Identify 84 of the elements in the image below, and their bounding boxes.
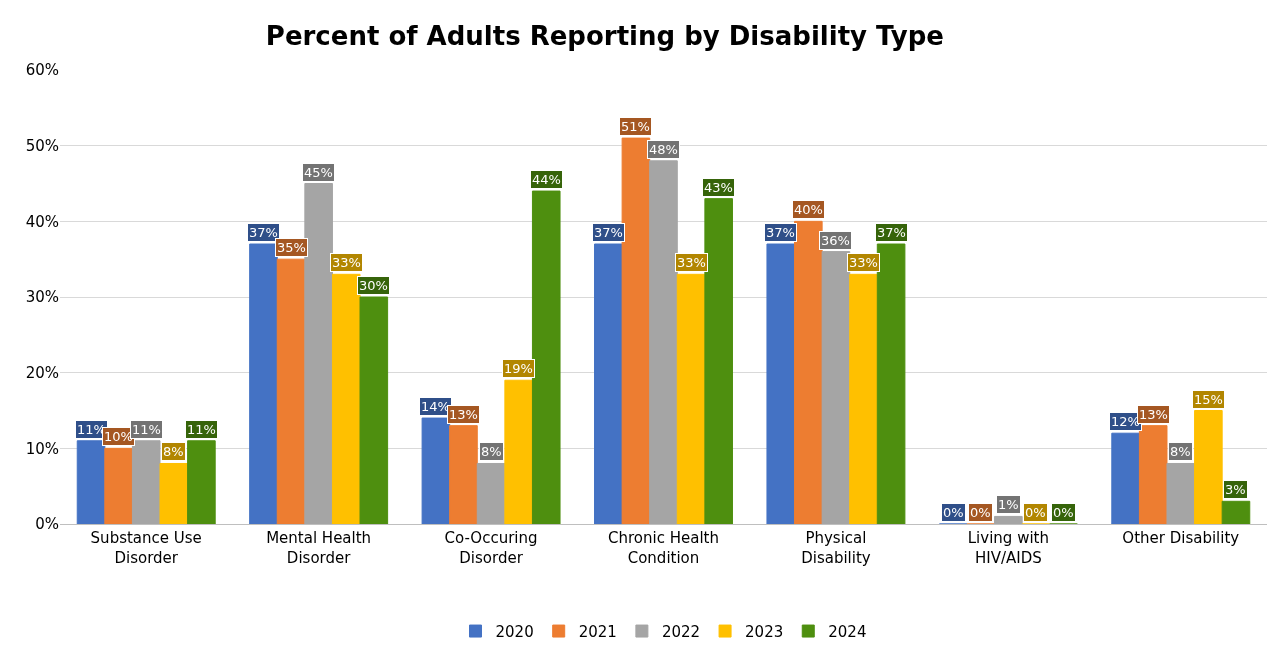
data-label: 11% (187, 422, 216, 437)
data-label: 19% (504, 361, 533, 376)
bar (131, 440, 161, 524)
bar (1221, 500, 1251, 524)
data-label: 33% (677, 255, 706, 270)
bar (476, 462, 506, 524)
data-label: 11% (132, 422, 161, 437)
bar (676, 273, 706, 524)
legend-label: 2020 (495, 622, 534, 641)
data-label: 45% (304, 165, 333, 180)
bar (649, 160, 678, 524)
x-tick-label: Substance Use Disorder (90, 529, 202, 567)
bar (76, 440, 106, 524)
bar (876, 243, 906, 524)
data-label: 44% (532, 172, 561, 187)
bar (1166, 462, 1196, 524)
bar (159, 462, 189, 524)
bar (766, 243, 796, 524)
bar (304, 183, 333, 524)
data-label: 8% (1170, 444, 1191, 459)
data-label: 1% (998, 497, 1019, 512)
bar (794, 220, 823, 524)
data-label: 8% (481, 444, 502, 459)
data-label: 13% (449, 407, 478, 422)
x-tick-label: Physical Disability (801, 529, 871, 567)
bar (359, 296, 389, 524)
bar (504, 379, 533, 524)
bar (104, 447, 133, 524)
bar (421, 417, 451, 524)
bar (821, 251, 851, 524)
x-tick-label: Mental Health Disorder (266, 529, 372, 567)
bar (276, 258, 306, 524)
data-label: 37% (766, 225, 795, 240)
data-label: 48% (649, 142, 678, 157)
bar (704, 198, 733, 524)
legend-label: 2024 (828, 622, 867, 641)
data-label: 0% (1025, 505, 1046, 520)
data-label: 15% (1194, 392, 1223, 407)
data-label: 0% (943, 505, 964, 520)
data-label: 13% (1139, 407, 1168, 422)
bar (331, 273, 361, 524)
bar (994, 515, 1023, 524)
bar (1111, 432, 1140, 524)
y-tick-label: 60% (25, 61, 59, 80)
data-label: 36% (821, 233, 850, 248)
chart-title: Percent of Adults Reporting by Disability Type (265, 20, 944, 51)
bar (594, 243, 623, 524)
bar (187, 440, 216, 524)
data-label: 8% (163, 444, 184, 459)
y-tick-label: 0% (35, 515, 59, 534)
data-label: 0% (1053, 505, 1074, 520)
data-label: 51% (621, 119, 650, 134)
bar (531, 190, 561, 524)
legend-label: 2022 (661, 622, 701, 641)
legend-label: 2021 (578, 622, 617, 641)
bar (849, 273, 878, 524)
data-label: 0% (970, 505, 991, 520)
data-label: 12% (1111, 414, 1140, 429)
x-tick-label: Chronic Health Condition (608, 529, 719, 567)
data-label: 40% (794, 202, 823, 217)
y-tick-label: 10% (25, 439, 59, 458)
data-label: 33% (332, 255, 361, 270)
bar (1194, 410, 1223, 524)
x-tick-label: Living with HIV/AIDS (967, 529, 1049, 567)
data-label: 3% (1225, 482, 1246, 497)
x-tick-label: Co-Occuring Disorder (444, 529, 538, 567)
bar (449, 425, 478, 524)
data-label: 30% (359, 278, 388, 293)
y-tick-label: 50% (25, 136, 59, 155)
data-label: 33% (849, 255, 878, 270)
x-tick-label: Other Disability (1122, 529, 1240, 547)
y-tick-label: 30% (25, 288, 59, 307)
data-label: 37% (249, 225, 278, 240)
bar (249, 243, 278, 524)
data-label: 35% (277, 240, 306, 255)
data-label: 10% (104, 429, 133, 444)
data-label: 37% (877, 225, 906, 240)
y-tick-label: 40% (25, 212, 59, 231)
data-label: 37% (594, 225, 623, 240)
data-label: 43% (704, 180, 733, 195)
y-tick-label: 20% (25, 363, 59, 382)
bar (621, 137, 651, 524)
legend-label: 2023 (745, 622, 784, 641)
bar (1138, 425, 1168, 524)
